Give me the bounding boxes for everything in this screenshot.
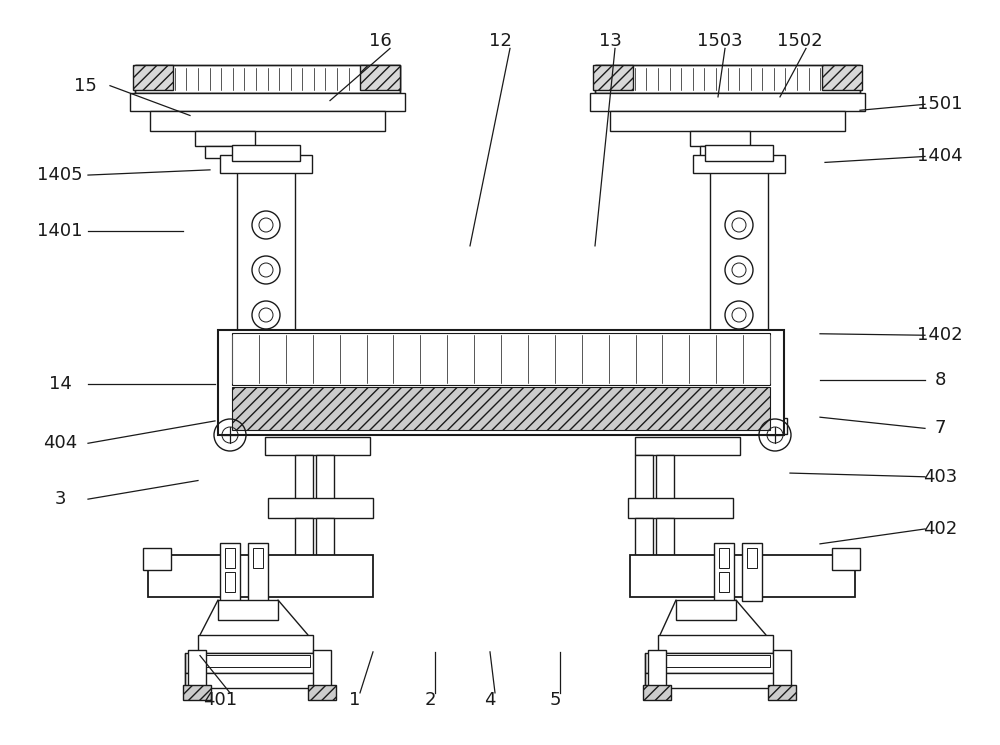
Text: 7: 7 xyxy=(934,419,946,437)
Bar xyxy=(691,418,787,434)
Bar xyxy=(693,155,785,173)
Text: 4: 4 xyxy=(484,691,496,709)
Bar xyxy=(268,498,373,518)
Bar xyxy=(232,145,300,161)
Bar xyxy=(135,65,400,93)
Bar xyxy=(130,93,405,111)
Bar xyxy=(135,65,400,93)
Bar xyxy=(610,111,845,131)
Bar xyxy=(719,548,729,568)
Bar xyxy=(265,437,370,455)
Bar xyxy=(218,418,314,434)
Bar xyxy=(295,518,313,563)
Text: 8: 8 xyxy=(934,371,946,389)
Bar xyxy=(220,543,240,601)
Text: 1404: 1404 xyxy=(917,148,963,165)
Bar xyxy=(648,650,666,688)
Bar xyxy=(220,155,312,173)
Text: 14: 14 xyxy=(49,375,71,393)
Bar xyxy=(719,572,729,592)
Bar xyxy=(660,655,770,667)
Text: 1503: 1503 xyxy=(697,32,743,50)
Bar xyxy=(316,455,334,505)
Bar xyxy=(705,145,773,161)
Bar xyxy=(690,131,750,146)
Text: 1401: 1401 xyxy=(37,222,83,240)
Bar xyxy=(150,111,385,131)
Text: 403: 403 xyxy=(923,468,957,486)
Text: 1402: 1402 xyxy=(917,326,963,344)
Bar xyxy=(200,655,310,667)
Text: 401: 401 xyxy=(203,691,237,709)
Bar xyxy=(635,455,653,505)
Bar xyxy=(656,518,674,563)
Bar xyxy=(710,158,768,428)
Bar xyxy=(185,673,330,688)
Bar xyxy=(188,650,206,688)
Bar xyxy=(225,572,235,592)
Bar xyxy=(590,93,865,111)
Bar xyxy=(595,65,860,93)
Bar xyxy=(185,653,330,673)
Bar xyxy=(360,65,400,90)
Text: 2: 2 xyxy=(424,691,436,709)
Bar xyxy=(253,548,263,568)
Text: 12: 12 xyxy=(489,32,511,50)
Bar xyxy=(832,548,860,570)
Bar xyxy=(248,543,268,601)
Bar xyxy=(822,65,862,90)
Bar xyxy=(232,333,770,385)
Bar xyxy=(316,518,334,563)
Text: 404: 404 xyxy=(43,434,77,452)
Bar xyxy=(218,330,784,435)
Text: 3: 3 xyxy=(54,490,66,508)
Bar xyxy=(773,650,791,688)
Bar xyxy=(205,146,245,158)
Text: 1502: 1502 xyxy=(777,32,823,50)
Bar xyxy=(747,548,757,568)
Bar xyxy=(628,498,733,518)
Bar xyxy=(237,158,295,428)
Bar xyxy=(714,543,734,601)
Bar xyxy=(218,600,278,620)
Bar xyxy=(635,518,653,563)
Bar xyxy=(295,455,313,505)
Bar xyxy=(645,673,790,688)
Bar xyxy=(676,600,736,620)
Bar xyxy=(148,555,373,597)
Bar xyxy=(133,65,173,90)
Bar xyxy=(768,685,796,700)
Bar xyxy=(183,685,211,700)
Bar xyxy=(143,548,171,570)
Bar xyxy=(198,635,313,653)
Bar xyxy=(643,685,671,700)
Bar xyxy=(195,131,255,146)
Text: 1501: 1501 xyxy=(917,95,963,113)
Bar xyxy=(313,650,331,688)
Bar xyxy=(308,685,336,700)
Bar xyxy=(595,65,860,93)
Text: 16: 16 xyxy=(369,32,391,50)
Bar xyxy=(225,548,235,568)
Bar xyxy=(656,455,674,505)
Text: 15: 15 xyxy=(74,77,96,95)
Bar xyxy=(635,437,740,455)
Bar xyxy=(232,387,770,430)
Text: 1405: 1405 xyxy=(37,166,83,184)
Bar xyxy=(700,146,740,158)
Text: 5: 5 xyxy=(549,691,561,709)
Text: 1: 1 xyxy=(349,691,361,709)
Bar xyxy=(593,65,633,90)
Bar xyxy=(630,555,855,597)
Bar xyxy=(742,543,762,601)
Text: 13: 13 xyxy=(599,32,621,50)
Text: 402: 402 xyxy=(923,520,957,538)
Bar xyxy=(658,635,773,653)
Bar xyxy=(645,653,790,673)
